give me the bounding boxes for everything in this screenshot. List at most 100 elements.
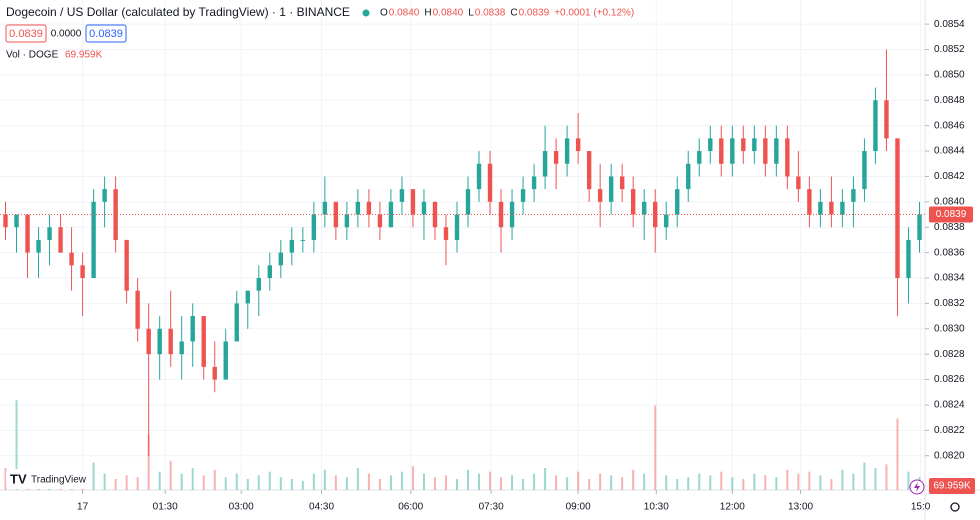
x-tick-label: 13:00 [788,502,813,513]
y-tick-label: 0.0822 [934,425,965,436]
candle-body [686,163,691,190]
y-tick-label: 0.0830 [934,323,965,334]
candle-body [14,214,19,228]
volume-bar [378,479,381,490]
volume-bar [511,475,514,490]
volume-bar [566,477,569,490]
volume-bar [841,469,844,490]
volume-bar [753,473,756,490]
volume-bar [158,471,161,490]
volume-bar [643,473,646,490]
status-dot [362,9,370,17]
volume-bar [367,473,370,490]
x-tick-label: 07:30 [479,502,504,513]
volume-bar [191,468,194,490]
volume-bar [500,477,503,490]
candle-body [509,201,515,228]
change: +0.0001 (+0.12%) [554,8,634,19]
candle-body [575,138,581,152]
volume-bar [522,479,525,490]
x-tick-label: 15:0 [911,502,931,513]
y-tick-label: 0.0842 [934,171,965,182]
volume-label: 69.959K [933,481,971,492]
volume-bar [257,475,260,490]
sell-box[interactable] [5,24,47,43]
volume-bar [290,479,293,490]
y-tick-label: 0.0834 [934,273,965,284]
candle-body [58,227,63,253]
volume-bar [698,473,701,490]
candle-body [675,189,680,215]
candle-body [355,201,361,215]
candle-body [586,151,592,190]
candle-body [366,201,372,215]
volume-bar [654,405,657,490]
volume-bar [665,475,668,490]
volume-bar [323,469,326,490]
volume-legend-value: 69.959K [65,50,103,61]
volume-bar [588,479,591,490]
candle-body [818,201,823,215]
ohlc-key: H [424,8,431,19]
volume-bar [764,475,767,490]
candle-body [641,201,647,215]
buy-price: 0.0839 [89,28,123,40]
logo: TradingView [31,475,87,486]
candle-body [278,252,284,266]
candle-body [212,366,217,380]
x-tick-label: 12:00 [720,502,745,513]
volume-bar [235,473,238,490]
candle-body [873,100,878,152]
y-tick-label: 0.0828 [934,349,965,360]
candle-body [619,176,625,190]
candle-body [410,189,416,215]
volume-bar [169,460,172,490]
ohlc-key: O [380,8,388,19]
volume-bar [213,469,216,490]
volume-bar [224,477,227,490]
volume-bar [15,400,18,490]
y-tick-label: 0.0850 [934,70,965,81]
candle-body [256,278,261,291]
volume-bar [621,477,624,490]
spread: 0.0000 [51,29,82,40]
volume-bar [808,471,811,490]
volume-bar [775,477,778,490]
candle-body [47,227,52,240]
volume-bar [478,473,481,490]
candle-body [664,214,669,228]
logo-box [6,469,86,489]
candle-body [851,189,856,202]
settings-icon[interactable] [950,502,960,512]
volume-label-box [929,478,975,494]
buy-box[interactable] [85,24,127,43]
volume-bar [896,418,899,490]
x-tick-label: 01:30 [153,502,178,513]
candle-body [267,265,272,279]
candle-body [719,138,724,164]
y-tick-label: 0.0854 [934,19,965,30]
volume-bar [786,469,789,490]
overlay: Dogecoin / US Dollar (calculated by Trad… [5,5,960,512]
candle-body [774,138,779,164]
volume-bar [136,477,139,490]
volume-bar [709,475,712,490]
volume-bar [676,479,679,490]
volume-bar [103,473,106,490]
y-tick-label: 0.0840 [934,196,965,207]
candle-body [344,214,350,228]
candle-body [807,189,812,215]
logo-mark: TV [10,471,27,486]
volume-bar [555,475,558,490]
ohlc-value: 0.0840 [433,8,464,19]
candle-body [708,138,713,152]
volume-bar [632,469,635,490]
volume-bar [301,480,304,490]
candle-body [3,214,8,228]
volume-bar [202,475,205,490]
candle-body [168,328,173,355]
candle-body [300,239,306,241]
volume-bar [731,477,734,490]
